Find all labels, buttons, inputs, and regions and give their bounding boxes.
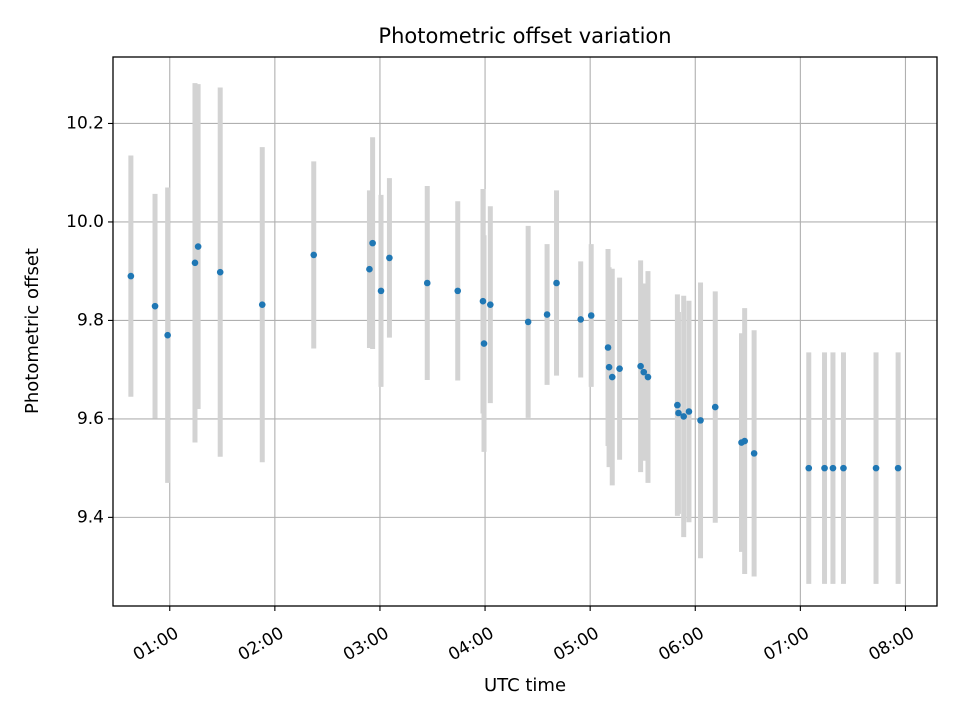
grid: [113, 57, 937, 606]
data-point: [604, 344, 612, 351]
data-point: [216, 268, 224, 276]
data-point: [821, 464, 828, 472]
x-axis-label: UTC time: [484, 675, 566, 696]
data-point: [479, 297, 487, 305]
y-tick-label: 10.0: [66, 212, 104, 232]
plot-frame: [112, 56, 938, 607]
data-point: [577, 316, 585, 323]
chart-title: Photometric offset variation: [378, 24, 671, 48]
data-point: [369, 239, 376, 247]
x-tick-label: 03:00: [340, 623, 392, 665]
data-point: [605, 363, 613, 371]
data-point: [543, 311, 551, 318]
data-point: [741, 437, 748, 445]
data-point: [487, 301, 494, 308]
data-point: [685, 408, 693, 415]
data-point: [872, 464, 880, 472]
x-tick-label: 07:00: [760, 623, 812, 665]
data-point: [423, 279, 431, 287]
x-tick-label: 05:00: [550, 623, 602, 665]
data-point: [386, 254, 393, 262]
x-tick-label: 01:00: [130, 623, 182, 665]
data-points: [127, 239, 902, 472]
data-point: [310, 251, 318, 259]
data-point: [750, 450, 758, 457]
y-tick-label: 9.8: [77, 310, 104, 330]
data-point: [711, 403, 719, 411]
data-point: [194, 243, 202, 250]
x-tick-label: 06:00: [655, 623, 707, 665]
data-point: [644, 373, 652, 381]
data-point: [616, 365, 623, 372]
data-point: [366, 265, 373, 273]
data-point: [553, 279, 560, 287]
data-point: [829, 464, 837, 472]
data-point: [640, 368, 648, 376]
data-point: [840, 464, 847, 472]
y-tick-label: 9.4: [77, 507, 104, 527]
error-bars: [128, 83, 901, 584]
data-point: [454, 287, 462, 295]
data-point: [191, 259, 199, 267]
x-tick-label: 08:00: [866, 623, 918, 665]
data-point: [164, 331, 171, 339]
data-point: [675, 409, 682, 417]
data-point: [608, 373, 616, 381]
data-point: [697, 417, 704, 424]
data-point: [587, 312, 595, 319]
data-point: [377, 287, 385, 295]
data-point: [805, 464, 813, 472]
data-point: [680, 413, 688, 420]
x-tick-label: 02:00: [235, 623, 287, 665]
y-axis-label: Photometric offset: [22, 248, 43, 414]
data-point: [127, 272, 135, 280]
data-point: [894, 464, 902, 472]
data-point: [151, 302, 159, 310]
data-point: [524, 318, 532, 326]
y-tick-label: 9.6: [77, 409, 104, 429]
data-point: [637, 362, 644, 370]
y-tick-label: 10.2: [66, 113, 104, 133]
data-point: [480, 340, 488, 347]
data-point: [674, 401, 681, 409]
x-tick-label: 04:00: [445, 623, 497, 665]
data-point: [258, 301, 266, 308]
